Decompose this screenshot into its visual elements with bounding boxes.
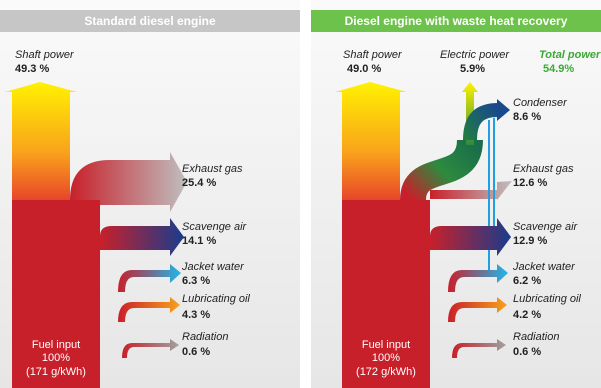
value: 49.0 % [347,63,381,75]
value: 5.9% [460,63,485,75]
value: 49.3 % [15,63,49,75]
label: Radiation [513,331,559,343]
header [311,10,601,32]
label: Scavenge air [182,221,248,233]
label: Total power [539,49,601,61]
label: Exhaust gas [513,163,574,175]
arrow-head [497,99,510,121]
label: Shaft power [15,49,75,61]
flow-band [400,138,483,202]
shaft-arrow [335,82,407,200]
fuel-label: Fuel input [362,339,410,351]
value: 4.2 % [513,309,541,321]
label: Lubricating oil [182,293,250,305]
value: 6.3 % [182,275,210,287]
label: Radiation [182,331,228,343]
flow-arrow [70,152,187,212]
flow-arrow [430,181,512,200]
value: 25.4 % [182,177,216,189]
value: 0.6 % [513,346,541,358]
value: 6.2 % [513,275,541,287]
shaft-arrow [5,82,77,200]
value: 4.3 % [182,309,210,321]
header-title: Standard diesel engine [84,14,216,28]
header-title: Diesel engine with waste heat recovery [345,14,568,28]
label: Jacket water [181,261,245,273]
flow-arrow [430,218,511,256]
value: 14.1 % [182,235,216,247]
fuel-block [12,200,100,388]
flow-arrow [452,339,506,358]
flow-arrow [118,264,181,292]
label: Condenser [513,97,568,109]
label: Jacket water [512,261,576,273]
fuel-rate: (171 g/kWh) [26,366,86,378]
flow-arrow [448,297,507,322]
flow-arrow [448,264,508,292]
value: 12.9 % [513,235,547,247]
fuel-block [342,200,430,388]
label: Shaft power [343,49,403,61]
fuel-rate: (172 g/kWh) [356,366,416,378]
flow-arrow [118,297,180,322]
value: 12.6 % [513,177,547,189]
fuel-value: 100% [372,352,400,364]
value: 0.6 % [182,346,210,358]
label: Exhaust gas [182,163,243,175]
label: Lubricating oil [513,293,581,305]
header [0,10,300,32]
label: Electric power [440,49,510,61]
flow-arrow [100,218,184,256]
label: Scavenge air [513,221,579,233]
fuel-label: Fuel input [32,339,80,351]
value: 8.6 % [513,111,541,123]
flow-arrow [122,339,179,358]
flow-band [463,103,499,141]
value: 54.9% [543,63,574,75]
fuel-value: 100% [42,352,70,364]
